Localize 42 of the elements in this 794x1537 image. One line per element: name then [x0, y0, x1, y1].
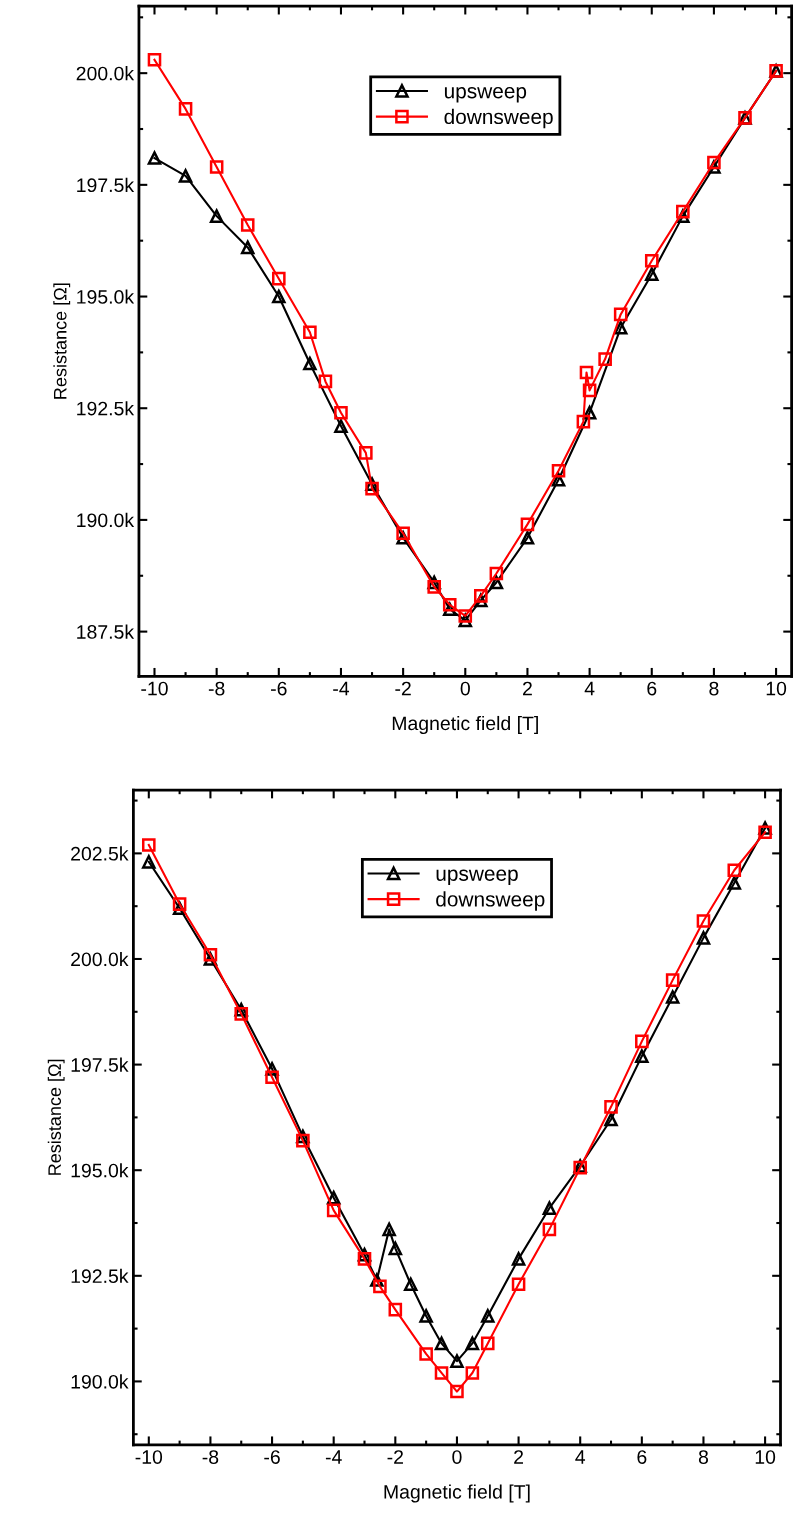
y-tick-label: 187.5k [77, 624, 135, 639]
x-tick-label: -8 [208, 681, 225, 696]
x-tick-label: 8 [698, 1450, 709, 1464]
x-tick-label: 8 [709, 681, 719, 696]
y-tick-label: 192.5k [71, 1268, 129, 1284]
y-tick-label: 197.5k [77, 177, 135, 193]
x-tick-label: -2 [395, 681, 411, 696]
x-tick-label: 6 [637, 1450, 647, 1464]
x-tick-label: 2 [514, 1450, 524, 1464]
y-tick-label: 190.0k [71, 1374, 129, 1389]
x-tick-label: -6 [264, 1450, 280, 1464]
x-tick-label: -4 [333, 681, 350, 696]
x-tick-label: 4 [575, 1450, 586, 1464]
y-axis-title: Resistance [Ω] [47, 1059, 65, 1175]
x-tick-label: 0 [452, 1450, 462, 1464]
x-tick-label: 10 [755, 1450, 776, 1464]
y-tick-label: 195.0k [71, 1163, 129, 1178]
y-tick-label: 200.0k [76, 66, 135, 81]
legend-label: downsweep [444, 108, 553, 129]
legend-label: downsweep [436, 891, 545, 911]
y-tick-label: 190.0k [77, 512, 135, 528]
x-tick-label: -6 [271, 681, 287, 696]
x-tick-label: -8 [202, 1450, 219, 1464]
y-tick-label: 197.5k [71, 1057, 129, 1072]
y-tick-label: 202.5k [71, 846, 129, 861]
y-axis-title: Resistance [Ω] [53, 283, 71, 399]
y-tick-label: 195.0k [77, 289, 135, 304]
x-axis-title: Magnetic field [T] [384, 1484, 530, 1503]
x-tick-label: 10 [766, 681, 787, 696]
x-tick-label: 2 [523, 681, 532, 696]
x-axis-title: Magnetic field [T] [392, 715, 538, 735]
x-tick-label: 4 [584, 681, 595, 696]
x-tick-label: 6 [647, 681, 657, 696]
x-tick-label: -10 [141, 681, 168, 696]
y-tick-label: 192.5k [77, 401, 135, 416]
x-tick-label: -10 [135, 1450, 163, 1464]
legend-label: upsweep [444, 87, 527, 103]
x-tick-label: -2 [387, 1450, 403, 1464]
x-tick-label: 0 [460, 681, 470, 696]
x-tick-label: -4 [325, 1450, 342, 1464]
legend-label: upsweep [436, 869, 518, 886]
y-tick-label: 200.0k [71, 951, 129, 967]
